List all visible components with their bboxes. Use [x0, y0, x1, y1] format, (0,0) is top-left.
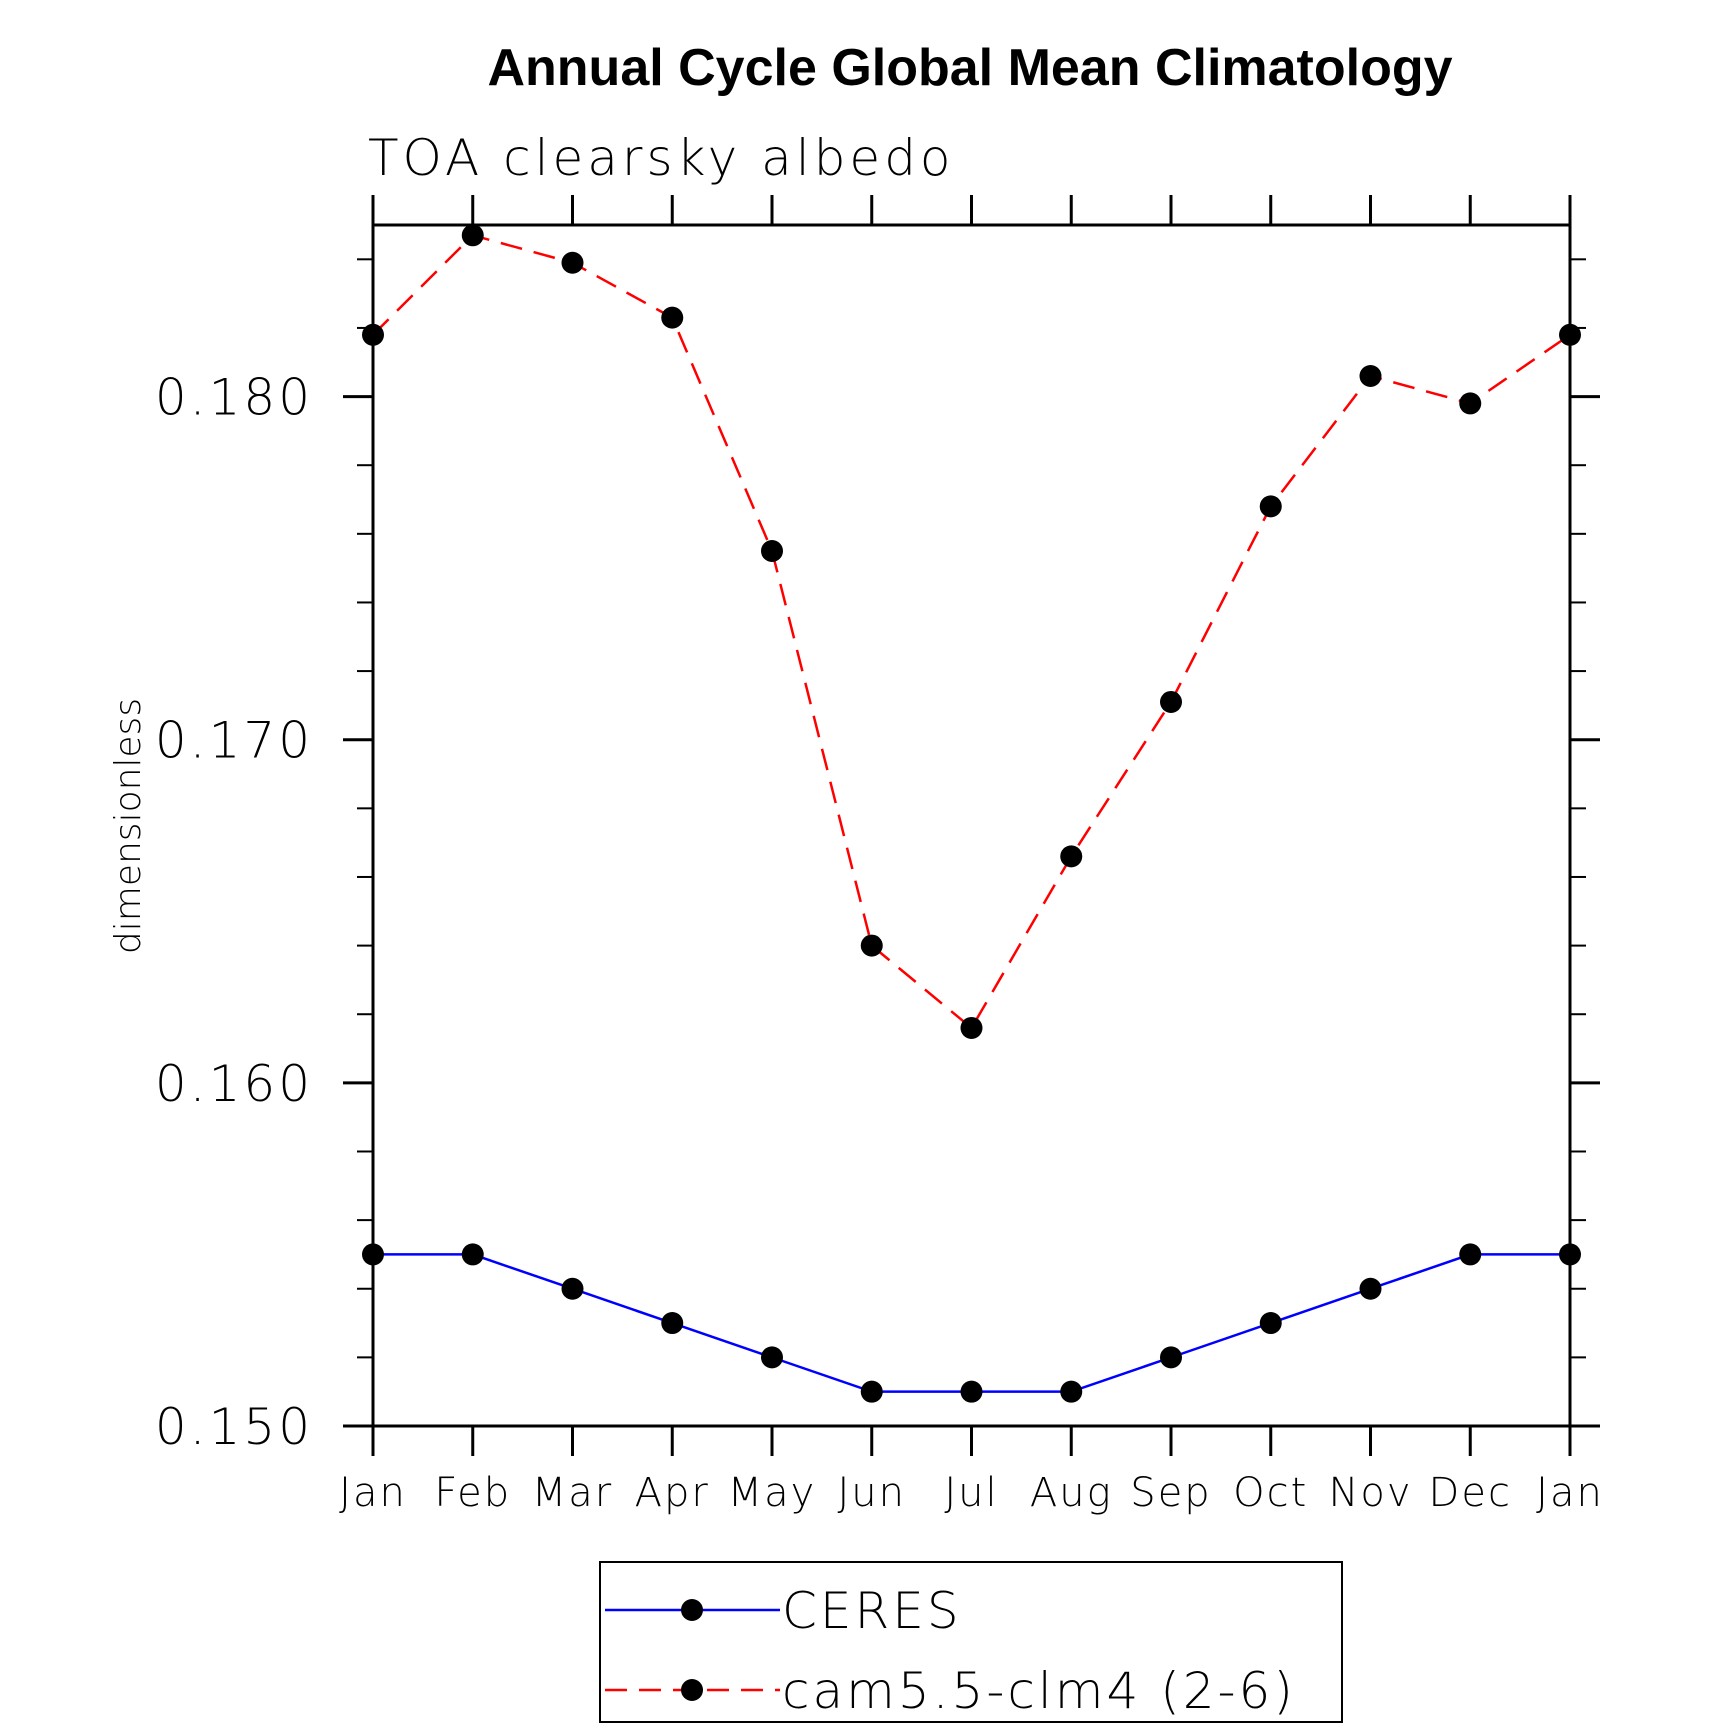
x-tick-label: Aug — [1030, 1470, 1113, 1516]
data-point — [1459, 392, 1482, 415]
chart-subtitle: TOA clearsky albedo — [368, 129, 955, 187]
series-layer — [362, 224, 1581, 1403]
data-point — [1060, 845, 1083, 868]
x-tick-label: Dec — [1429, 1470, 1512, 1516]
legend-marker — [681, 1679, 703, 1701]
x-tick-label: Apr — [635, 1470, 710, 1516]
data-point — [1160, 690, 1182, 713]
data-point — [561, 251, 584, 274]
data-point — [1259, 1312, 1282, 1335]
legend-label: cam5.5-clm4 (2-6) — [782, 1662, 1296, 1720]
data-point — [860, 934, 883, 957]
chart-title: Annual Cycle Global Mean Climatology — [487, 39, 1452, 97]
data-point — [461, 224, 484, 247]
data-point — [561, 1277, 584, 1300]
y-tick-label: 0.160 — [155, 1055, 313, 1113]
x-tick-label: Feb — [434, 1470, 511, 1516]
data-point — [860, 1380, 883, 1403]
x-tick-label: Mar — [532, 1470, 613, 1516]
data-point — [1559, 323, 1581, 346]
x-tick-label: Jan — [1536, 1470, 1604, 1516]
data-point — [461, 1243, 484, 1266]
legend-marker — [681, 1599, 703, 1621]
series-line — [372, 233, 1571, 1030]
series-line — [373, 1253, 1570, 1393]
data-point — [1359, 1277, 1382, 1300]
data-point — [1459, 1243, 1482, 1266]
legend: CERES cam5.5-clm4 (2-6) — [599, 1561, 1343, 1723]
data-point — [661, 306, 684, 329]
x-tick-label: May — [728, 1470, 817, 1516]
tick-labels: Jan Feb Mar Apr May Jun Jul Aug Sep Oct Nov Dec Jan 0… — [155, 369, 1604, 1516]
data-point — [1359, 364, 1382, 387]
y-tick-label: 0.180 — [155, 369, 313, 427]
data-point — [661, 1312, 684, 1335]
legend-box — [599, 1561, 1343, 1723]
y-tick-label: 0.170 — [155, 712, 313, 770]
data-point — [362, 323, 384, 346]
legend-label: CERES — [782, 1582, 962, 1640]
data-point — [1060, 1380, 1083, 1403]
x-tick-label: Nov — [1328, 1470, 1412, 1516]
x-tick-label: Jan — [339, 1470, 407, 1516]
data-point — [761, 539, 783, 562]
data-point — [1259, 495, 1282, 518]
data-point — [761, 1346, 783, 1369]
x-tick-label: Jul — [944, 1470, 998, 1516]
y-axis-label: dimensionless — [108, 698, 149, 954]
data-point — [362, 1243, 384, 1266]
x-tick-label: Jun — [838, 1470, 907, 1516]
y-tick-label: 0.150 — [155, 1398, 313, 1456]
data-point — [960, 1380, 983, 1403]
axis-ticks — [343, 195, 1600, 1456]
data-point — [1160, 1346, 1182, 1369]
x-tick-label: Sep — [1130, 1470, 1211, 1516]
plot-frame — [371, 223, 1572, 1428]
data-point — [960, 1016, 983, 1039]
data-point — [1559, 1243, 1581, 1266]
x-tick-label: Oct — [1233, 1470, 1308, 1516]
